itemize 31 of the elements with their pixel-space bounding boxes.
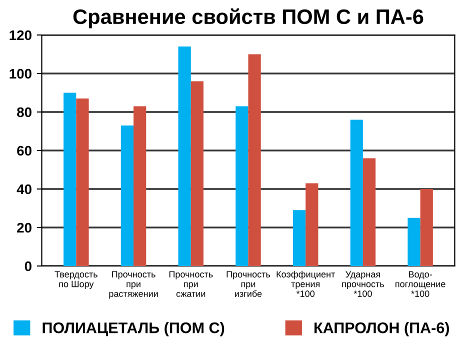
bar	[350, 120, 363, 266]
bar	[76, 98, 89, 266]
y-tick-label: 40	[16, 184, 32, 194]
bar	[292, 210, 306, 266]
bar	[306, 183, 318, 266]
bar	[120, 125, 134, 266]
bar	[362, 158, 376, 266]
bar	[190, 81, 204, 266]
bar	[236, 106, 248, 266]
bar	[248, 54, 261, 266]
bar	[420, 189, 433, 266]
y-tick-label: 20	[17, 222, 32, 233]
y-tick-label: 100	[10, 68, 32, 79]
y-tick-label: 0	[24, 261, 32, 272]
bar	[178, 46, 191, 266]
bar	[408, 218, 420, 266]
y-tick-label: 80	[17, 107, 32, 118]
x-tick-label: Прочность при сжатии	[169, 271, 213, 297]
bar	[64, 92, 76, 266]
chart-title: Сравнение свойств ПОМ С и ПА-6	[73, 8, 424, 28]
x-tick-label: Прочность при изгибе	[226, 271, 270, 297]
legend-label: ПОЛИАЦЕТАЛЬ (ПОМ С)	[42, 322, 224, 336]
x-tick-label: Водо- поглощение *100	[396, 271, 446, 297]
x-tick-label: Коэффициент трения *100	[276, 270, 336, 297]
x-tick-label: Твердость по Шору	[54, 271, 98, 289]
bar	[134, 106, 146, 266]
legend-label: КАПРОЛОН (ПА-6)	[314, 322, 450, 336]
y-tick-label: 120	[10, 30, 32, 40]
x-tick-label: Прочность при растяжении	[109, 271, 158, 299]
y-tick-label: 60	[17, 146, 32, 156]
x-tick-label: Ударная прочность *100	[342, 271, 384, 297]
